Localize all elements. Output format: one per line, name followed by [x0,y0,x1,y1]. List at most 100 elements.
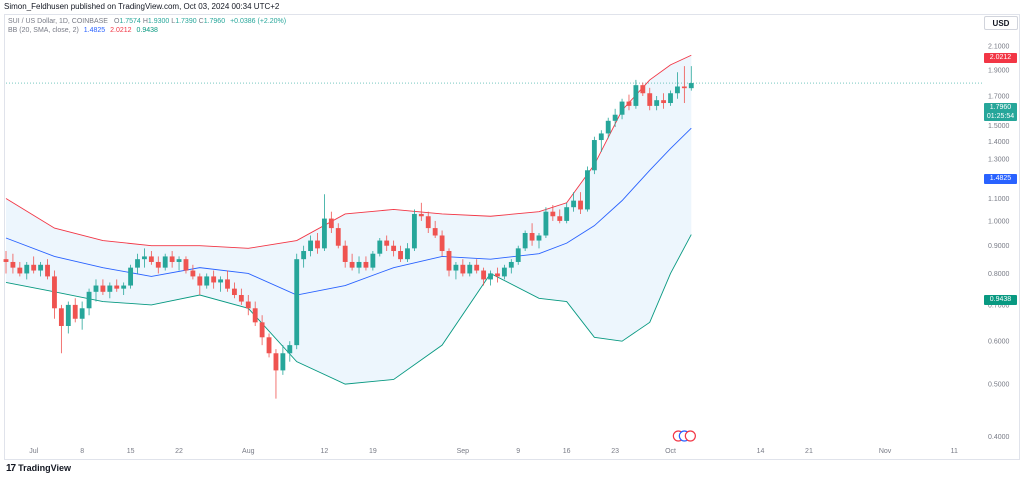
candle[interactable] [100,279,106,296]
candle[interactable] [52,270,57,319]
candle[interactable] [633,79,639,109]
candle[interactable] [232,282,237,299]
candle[interactable] [688,66,694,91]
candle[interactable] [308,235,313,257]
candle[interactable] [439,230,445,257]
candle[interactable] [356,256,362,274]
candle[interactable] [612,108,618,128]
candle[interactable] [661,93,667,109]
candle[interactable] [204,273,210,289]
candle[interactable] [605,117,611,139]
candle[interactable] [45,259,50,280]
candle[interactable] [58,304,64,354]
candle[interactable] [585,166,590,212]
candle[interactable] [557,209,563,224]
candle[interactable] [31,256,37,274]
candle[interactable] [38,261,44,277]
candle[interactable] [598,130,604,153]
candle[interactable] [398,245,403,262]
candle[interactable] [370,251,376,271]
candle[interactable] [252,301,258,326]
bb-legend[interactable]: BB (20, SMA, close, 2) 1.4825 2.0212 0.9… [8,27,158,34]
candle[interactable] [225,270,230,292]
candle[interactable] [508,259,514,274]
candle[interactable] [169,251,175,268]
candle[interactable] [418,202,424,221]
candle[interactable] [591,136,597,175]
candle[interactable] [65,301,71,334]
candle[interactable] [335,223,341,249]
candle[interactable] [626,94,632,111]
candle[interactable] [211,270,217,289]
candle[interactable] [460,259,466,277]
candle[interactable] [190,264,196,280]
candle[interactable] [405,243,410,262]
candle[interactable] [425,211,431,233]
candle[interactable] [135,253,140,274]
candle[interactable] [495,267,500,283]
candle[interactable] [3,251,9,274]
candle[interactable] [176,256,182,271]
candle[interactable] [377,238,383,257]
candle[interactable] [10,253,16,274]
candle[interactable] [391,240,397,257]
candle[interactable] [183,256,189,274]
tradingview-logo[interactable]: 17 TradingView [6,463,71,474]
candle[interactable] [515,245,521,265]
candle[interactable] [411,209,417,252]
candle[interactable] [321,194,327,252]
candle[interactable] [24,261,30,280]
candle[interactable] [619,98,625,120]
candle[interactable] [529,223,535,246]
candle[interactable] [155,256,161,274]
candle[interactable] [363,256,369,271]
candle[interactable] [481,267,487,286]
candle[interactable] [245,295,251,316]
candle[interactable] [287,341,293,362]
candle[interactable] [543,207,549,239]
candle[interactable] [197,273,203,296]
candle[interactable] [121,282,127,296]
candle[interactable] [238,288,244,305]
candle[interactable] [107,282,113,299]
candle[interactable] [564,202,570,224]
candle[interactable] [467,261,473,277]
candle[interactable] [342,240,348,268]
candle[interactable] [578,192,583,214]
candle[interactable] [571,192,577,212]
candle[interactable] [280,345,286,375]
candle[interactable] [294,253,300,350]
candle[interactable] [488,270,493,286]
candle[interactable] [79,301,85,330]
event-marker-icon[interactable] [684,430,696,442]
candle[interactable] [474,259,480,274]
candle[interactable] [681,66,687,104]
candle[interactable] [675,72,680,99]
candle[interactable] [453,261,459,280]
candle[interactable] [17,261,23,277]
candle[interactable] [72,298,78,323]
currency-selector[interactable]: USD [984,16,1018,30]
candle[interactable] [384,235,390,252]
candle[interactable] [273,349,279,399]
candle[interactable] [162,253,168,271]
candle[interactable] [114,279,120,292]
candle[interactable] [668,90,673,106]
candle[interactable] [315,232,320,254]
candle[interactable] [86,288,92,316]
candle[interactable] [640,82,646,96]
candle[interactable] [128,264,134,289]
symbol-legend[interactable]: SUI / US Dollar, 1D, COINBASE O1.7574 H1.… [8,18,286,25]
candle[interactable] [654,95,660,111]
candle[interactable] [142,248,147,268]
candle[interactable] [301,245,307,268]
candle[interactable] [432,220,438,239]
candle[interactable] [536,232,542,249]
candle[interactable] [93,279,99,302]
candle[interactable] [266,333,272,358]
candle[interactable] [446,248,452,277]
candle[interactable] [550,204,556,221]
candle[interactable] [647,87,653,111]
candle[interactable] [349,253,355,271]
